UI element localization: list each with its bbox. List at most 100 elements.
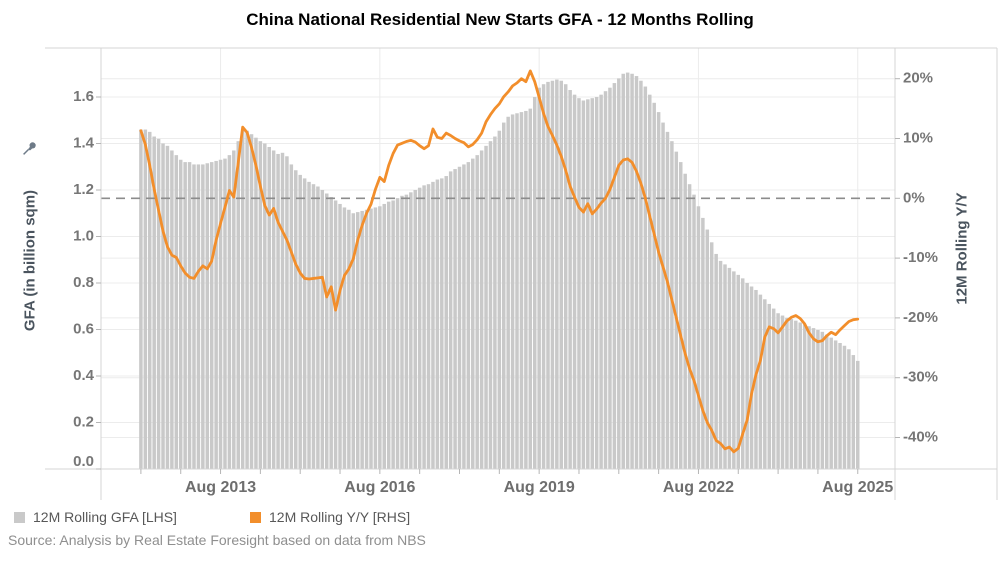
gfa-bar xyxy=(152,136,156,469)
gfa-bar xyxy=(271,150,276,469)
gfa-bar xyxy=(276,153,280,469)
gfa-bar xyxy=(479,150,484,469)
gfa-bar xyxy=(771,308,776,469)
gfa-bar xyxy=(758,294,763,470)
gfa-bar xyxy=(718,260,723,469)
gfa-bar xyxy=(333,200,338,469)
gfa-bar xyxy=(736,274,741,469)
x-axis-tick-label: Aug 2013 xyxy=(185,479,256,496)
gfa-bar xyxy=(139,129,143,470)
gfa-bar xyxy=(705,229,710,469)
gfa-bar xyxy=(196,164,201,469)
left-axis-tick-label: 0.4 xyxy=(73,367,95,384)
right-axis-tick-label: -40% xyxy=(903,428,938,445)
gfa-bar xyxy=(209,162,214,469)
gfa-bar xyxy=(524,110,528,469)
gfa-bar xyxy=(178,159,183,469)
gfa-bar xyxy=(639,80,643,469)
gfa-bar xyxy=(820,331,825,469)
gfa-bar xyxy=(236,141,240,469)
gfa-bar xyxy=(643,86,648,469)
gfa-bar xyxy=(674,151,679,469)
gfa-bar xyxy=(201,164,205,469)
gfa-bar xyxy=(745,283,749,469)
right-axis-tick-label: 10% xyxy=(903,129,933,146)
gfa-bar xyxy=(355,212,360,469)
gfa-bar xyxy=(537,87,541,469)
gfa-bar xyxy=(170,150,174,469)
legend: 12M Rolling GFA [LHS] 12M Rolling Y/Y [R… xyxy=(0,509,1000,529)
gfa-bar xyxy=(780,315,785,469)
gfa-bar xyxy=(395,198,400,469)
gfa-bar xyxy=(444,176,448,470)
gfa-bar xyxy=(245,130,249,469)
gfa-legend-label: 12M Rolling GFA [LHS] xyxy=(33,509,177,525)
gfa-bar xyxy=(294,170,298,470)
right-axis-tick-label: -30% xyxy=(903,369,938,386)
chart-title: China National Residential New Starts GF… xyxy=(246,10,754,29)
gfa-bar xyxy=(679,162,683,469)
gfa-bar xyxy=(546,81,550,469)
gfa-bar xyxy=(732,271,736,470)
gfa-bar xyxy=(648,94,652,470)
plot-border xyxy=(45,47,998,500)
gfa-bar xyxy=(515,113,519,470)
gfa-bar xyxy=(378,206,382,469)
gfa-bar xyxy=(214,160,218,469)
gfa-bar xyxy=(856,360,860,469)
gfa-bar xyxy=(555,79,559,469)
gfa-bar xyxy=(838,342,842,469)
gfa-bar xyxy=(409,192,413,469)
left-axis-tick-label: 1.2 xyxy=(73,181,94,198)
gfa-bar xyxy=(249,134,254,469)
gfa-bar xyxy=(431,181,435,470)
gfa-bar xyxy=(466,162,471,469)
right-axis-tick-label: 20% xyxy=(903,70,933,87)
gfa-bar xyxy=(338,203,342,469)
gfa-bar xyxy=(267,146,271,470)
left-axis-tick-label: 0.2 xyxy=(73,413,94,430)
gfa-bar xyxy=(218,159,223,469)
gfa-bar xyxy=(497,130,502,469)
gfa-bar xyxy=(776,313,780,469)
gfa-bar xyxy=(599,94,603,470)
right-axis-tick-labels: 20% 10% 0% -10% -20% -30% -40% xyxy=(903,70,938,446)
gfa-bar xyxy=(360,210,364,470)
gfa-bar xyxy=(807,326,811,469)
gfa-bar xyxy=(767,303,771,469)
gfa-bar xyxy=(528,108,533,470)
right-axis-tick-label: 0% xyxy=(903,189,925,206)
x-axis-tick-labels: Aug 2013 Aug 2016 Aug 2019 Aug 2022 Aug 2025 xyxy=(185,479,893,496)
gfa-bar xyxy=(329,196,333,470)
pin-icon xyxy=(23,142,36,155)
gfa-bar xyxy=(621,73,625,469)
gfa-bar xyxy=(590,98,594,469)
gfa-bar xyxy=(572,94,577,470)
gfa-bar xyxy=(417,187,422,469)
gfa-bar xyxy=(692,194,696,469)
gfa-bar xyxy=(457,166,462,469)
gfa-bar xyxy=(325,193,329,470)
gfa-bar xyxy=(426,184,431,469)
left-axis-tick-label: 0.6 xyxy=(73,320,94,337)
gfa-bar xyxy=(709,242,714,469)
gfa-bar xyxy=(342,207,347,469)
gfa-bar xyxy=(794,320,798,469)
gfa-bar xyxy=(263,143,267,469)
gfa-bar xyxy=(187,162,192,469)
gfa-bar xyxy=(714,253,718,469)
gfa-bar xyxy=(696,206,701,469)
right-axis-title: 12M Rolling Y/Y xyxy=(953,192,971,305)
gfa-bar xyxy=(701,217,705,469)
x-axis-tick-label: Aug 2022 xyxy=(663,479,734,496)
gfa-bar xyxy=(382,203,387,469)
left-axis-tick-label: 0.8 xyxy=(73,274,94,291)
gfa-bar xyxy=(435,179,440,470)
gfa-bar xyxy=(785,317,789,470)
gfa-bar xyxy=(471,158,475,470)
right-axis-tick-label: -20% xyxy=(903,309,938,326)
gfa-bar xyxy=(475,155,479,470)
gfa-bar xyxy=(351,213,356,469)
